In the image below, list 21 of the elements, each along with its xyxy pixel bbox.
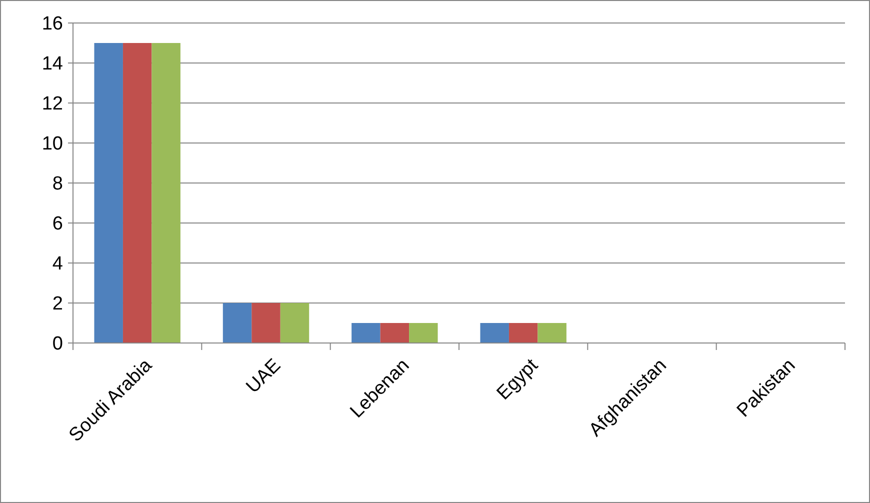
y-tick-label: 12 <box>42 94 63 115</box>
bar <box>152 43 180 343</box>
bar <box>380 323 410 343</box>
y-tick-label: 6 <box>52 214 63 235</box>
y-tick-label: 14 <box>42 54 64 75</box>
y-tick-label: 10 <box>42 134 63 155</box>
bar <box>538 323 566 343</box>
bar <box>508 323 538 343</box>
y-tick-label: 2 <box>52 294 63 315</box>
bar <box>222 303 252 343</box>
bar <box>480 323 509 343</box>
bar <box>409 323 438 343</box>
y-tick-label: 0 <box>52 334 63 355</box>
y-tick-label: 16 <box>42 14 63 35</box>
y-tick-label: 4 <box>52 254 64 275</box>
bar <box>122 43 152 343</box>
bar <box>352 323 380 343</box>
bar <box>94 43 123 343</box>
bar <box>280 303 310 343</box>
y-tick-label: 8 <box>52 174 63 195</box>
bar <box>252 303 280 343</box>
